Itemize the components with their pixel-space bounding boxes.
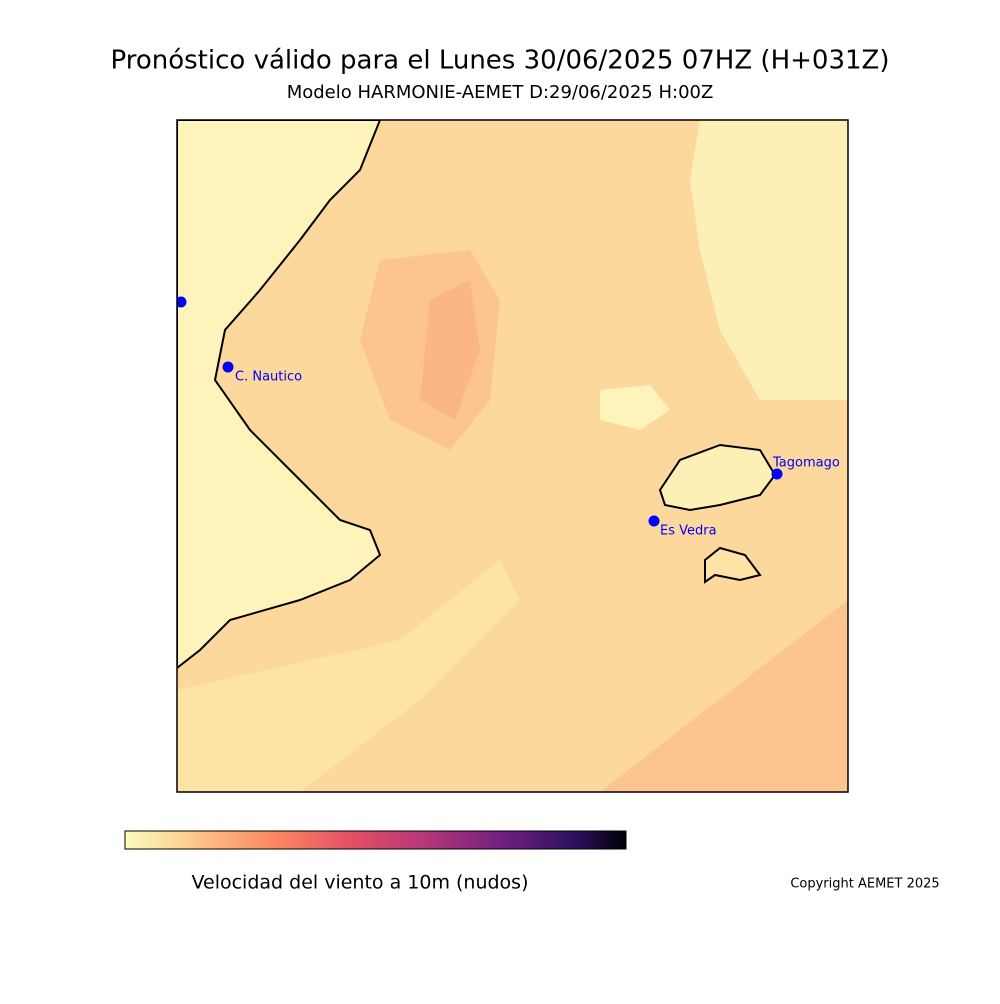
- place-markers: [177, 296, 783, 527]
- place-label: Es Vedra: [660, 524, 717, 539]
- place-marker: [222, 361, 234, 373]
- place-marker: [177, 296, 187, 308]
- subtitle: Modelo HARMONIE-AEMET D:29/06/2025 H:00Z: [287, 82, 714, 103]
- place-label: C. Nautico: [235, 370, 302, 385]
- map-frame: [176, 119, 849, 793]
- map-field: [177, 120, 848, 792]
- title: Pronóstico válido para el Lunes 30/06/20…: [111, 46, 890, 76]
- field-light: [600, 385, 670, 430]
- place-marker: [771, 468, 783, 480]
- colorbar-label: Velocidad del viento a 10m (nudos): [192, 872, 529, 894]
- island-ibiza: [658, 443, 777, 512]
- field-mid: [177, 560, 520, 792]
- field-strongest: [420, 280, 480, 420]
- place-label: Tagomago: [772, 456, 840, 471]
- copyright: Copyright AEMET 2025: [790, 877, 939, 892]
- coastline: [177, 120, 382, 670]
- field-strong: [600, 600, 848, 792]
- place-marker: [648, 515, 660, 527]
- field-light: [690, 120, 848, 400]
- island-formentera: [704, 546, 762, 584]
- colorbar: [124, 830, 627, 850]
